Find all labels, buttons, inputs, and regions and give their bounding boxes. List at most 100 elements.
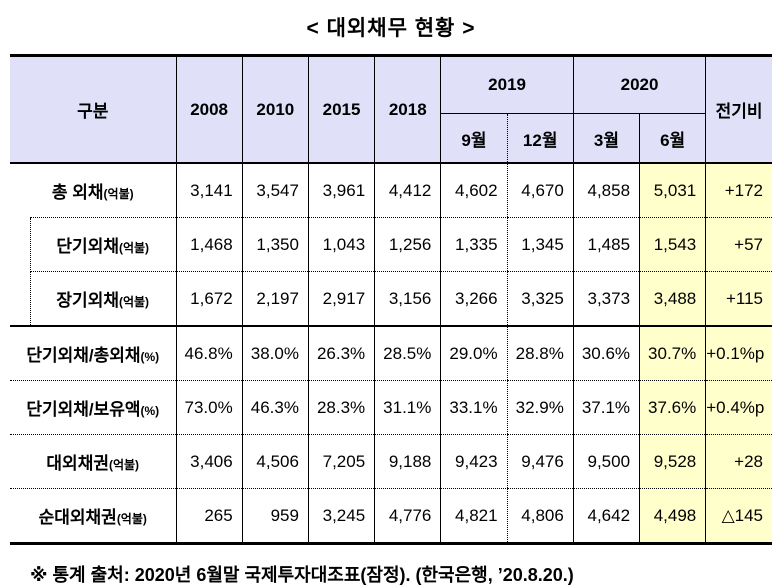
data-cell: 33.1% [440,380,508,435]
data-cell: 1,672 [175,271,243,327]
data-cell: 265 [175,488,243,544]
data-cell: 28.5% [374,326,441,381]
header-row-groups: 구분 2008 2010 2015 2018 2019 2020 전기비 [10,55,772,164]
row-label-cell: 단기외채(억불) [10,217,176,272]
row-label-suffix: (억불) [108,458,140,472]
col-header-month-mar: 3월 [572,113,640,164]
row-label-suffix: (%) [140,350,160,364]
change-cell: +0.4%p [705,380,772,435]
data-cell: 1,335 [440,217,508,272]
col-header-change: 전기비 [705,55,772,164]
table-row-net-external-credit: 순대외채권(억불) 265 959 3,245 4,776 4,821 4,80… [10,488,772,544]
data-cell: 4,821 [440,488,508,544]
col-header-group-2019: 2019 [440,55,574,114]
data-cell: 32.9% [506,380,574,435]
row-label: 단기외채/보유액 [26,400,141,419]
table-row-short-term-ratio-total: 단기외채/총외채(%) 46.8% 38.0% 26.3% 28.5% 29.0… [10,326,772,381]
data-cell: 1,043 [307,217,375,272]
data-cell: 46.3% [241,380,309,435]
data-cell: 3,961 [307,163,375,218]
header-row-months: 9월 12월 3월 6월 [10,113,772,164]
data-cell-highlight: 5,031 [639,163,706,218]
data-cell-highlight: 1,543 [639,217,706,272]
data-cell: 31.1% [374,380,441,435]
change-cell: +0.1%p [705,326,772,381]
data-cell: 1,345 [506,217,574,272]
data-cell: 4,858 [572,163,640,218]
data-cell: 4,670 [506,163,574,218]
row-label-cell: 장기외채(억불) [10,271,176,327]
data-cell: 26.3% [307,326,375,381]
data-cell: 9,500 [572,434,640,489]
row-label-cell: 단기외채/총외채(%) [10,326,176,381]
row-label-suffix: (억불) [103,187,134,202]
change-cell: △145 [705,488,772,544]
data-cell: 3,325 [506,271,574,327]
data-cell-highlight: 37.6% [639,380,706,435]
table-row-external-credit: 대외채권(억불) 3,406 4,506 7,205 9,188 9,423 9… [10,434,772,489]
data-cell: 1,350 [241,217,309,272]
data-cell: 3,406 [175,434,243,489]
col-header-month-jun: 6월 [639,113,706,164]
data-cell: 2,197 [241,271,309,327]
col-header-year-2010: 2010 [241,55,309,164]
change-cell: +172 [705,163,772,218]
change-cell: +28 [705,434,772,489]
row-label: 단기외채/총외채 [26,346,141,365]
table-row-short-term-ratio-reserves: 단기외채/보유액(%) 73.0% 46.3% 28.3% 31.1% 33.1… [10,380,772,435]
col-header-month-dec: 12월 [506,113,574,164]
data-cell: 3,373 [572,271,640,327]
row-label: 순대외채권 [38,508,117,527]
data-cell: 4,642 [572,488,640,544]
col-header-year-2015: 2015 [307,55,375,164]
row-label-cell: 순대외채권(억불) [10,489,176,544]
row-label-cell: 단기외채/보유액(%) [10,380,176,435]
change-cell: +57 [705,217,772,272]
row-label-suffix: (억불) [116,512,147,526]
change-cell: +115 [705,271,772,327]
data-cell: 37.1% [572,380,640,435]
table-row-short-term-debt: 단기외채(억불) 1,468 1,350 1,043 1,256 1,335 1… [10,217,772,272]
data-cell-highlight: 9,528 [639,434,706,489]
data-cell: 29.0% [440,326,508,381]
col-header-month-sep: 9월 [440,113,508,164]
data-cell: 959 [241,488,309,544]
data-cell: 3,245 [307,488,375,544]
row-label: 총 외채 [51,183,104,203]
data-cell: 28.8% [506,326,574,381]
row-label-suffix: (%) [140,404,160,418]
col-header-year-2018: 2018 [374,55,441,164]
data-cell: 4,602 [440,163,508,218]
col-header-category: 구분 [10,55,176,164]
data-cell: 3,547 [241,163,309,218]
data-cell: 73.0% [175,380,243,435]
data-cell-highlight: 3,488 [639,271,706,327]
data-cell: 38.0% [241,326,309,381]
data-cell: 1,485 [572,217,640,272]
data-cell: 9,188 [374,434,441,489]
col-header-group-2020: 2020 [572,55,706,114]
row-label-suffix: (억불) [118,241,150,255]
data-cell: 9,423 [440,434,508,489]
data-cell: 7,205 [307,434,375,489]
table-row-long-term-debt: 장기외채(억불) 1,672 2,197 2,917 3,156 3,266 3… [10,271,772,327]
data-cell: 4,806 [506,488,574,544]
data-cell: 4,776 [374,488,441,544]
data-cell: 1,468 [175,217,243,272]
data-cell: 2,917 [307,271,375,327]
data-cell-highlight: 4,498 [639,488,706,544]
data-cell: 46.8% [175,326,243,381]
data-cell: 3,266 [440,271,508,327]
row-label: 단기외채 [56,237,119,256]
footnote: ※ 통계 출처: 2020년 6월말 국제투자대조표(잠정). (한국은행, ’… [30,565,574,585]
row-label-suffix: (억불) [118,294,150,309]
col-header-year-2008: 2008 [175,55,243,164]
page-title: < 대외채무 현황 > [306,17,476,40]
row-label: 대외채권 [46,454,109,473]
data-cell: 4,506 [241,434,309,489]
data-cell: 3,156 [374,271,441,327]
data-cell: 1,256 [374,217,441,272]
data-cell: 28.3% [307,380,375,435]
data-cell: 30.6% [572,326,640,381]
